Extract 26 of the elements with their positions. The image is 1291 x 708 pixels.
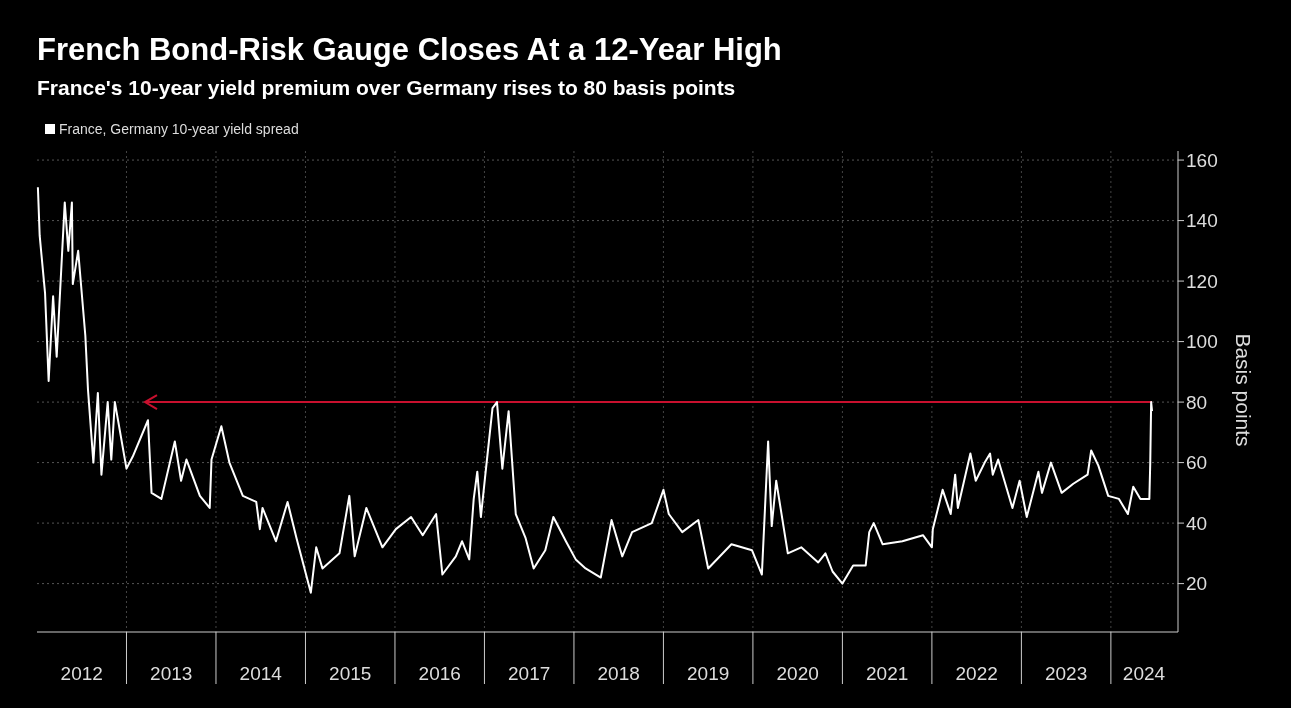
y-tick-label: 120 xyxy=(1186,270,1218,292)
y-tick-label: 20 xyxy=(1186,573,1208,595)
x-tick-label: 2014 xyxy=(239,663,283,684)
y-tick-label: 80 xyxy=(1186,391,1208,413)
x-tick-label: 2015 xyxy=(329,663,372,684)
y-tick-label: 100 xyxy=(1186,331,1218,353)
x-tick-label: 2016 xyxy=(418,663,461,684)
chart-subtitle: France's 10-year yield premium over Germany rises to 80 basis points xyxy=(37,76,736,99)
x-tick-label: 2018 xyxy=(597,663,640,684)
x-tick-label: 2012 xyxy=(60,663,103,684)
y-tick-label: 140 xyxy=(1186,210,1218,232)
x-tick-label: 2017 xyxy=(508,663,551,684)
x-tick-label: 2023 xyxy=(1045,663,1088,684)
x-tick-label: 2019 xyxy=(687,663,730,684)
x-tick-label: 2022 xyxy=(955,663,998,684)
y-tick-label: 160 xyxy=(1186,149,1218,171)
y-axis-title: Basis points xyxy=(1232,333,1255,447)
x-tick-label: 2020 xyxy=(776,663,819,684)
x-tick-label: 2013 xyxy=(150,663,193,684)
chart-title: French Bond-Risk Gauge Closes At a 12-Year High xyxy=(37,32,782,67)
legend-label: France, Germany 10-year yield spread xyxy=(59,121,299,137)
y-tick-label: 40 xyxy=(1186,512,1208,534)
x-tick-label: 2024 xyxy=(1122,663,1166,684)
line-series xyxy=(36,186,1154,594)
x-tick-label: 2021 xyxy=(866,663,909,684)
y-tick-label: 60 xyxy=(1186,452,1208,474)
